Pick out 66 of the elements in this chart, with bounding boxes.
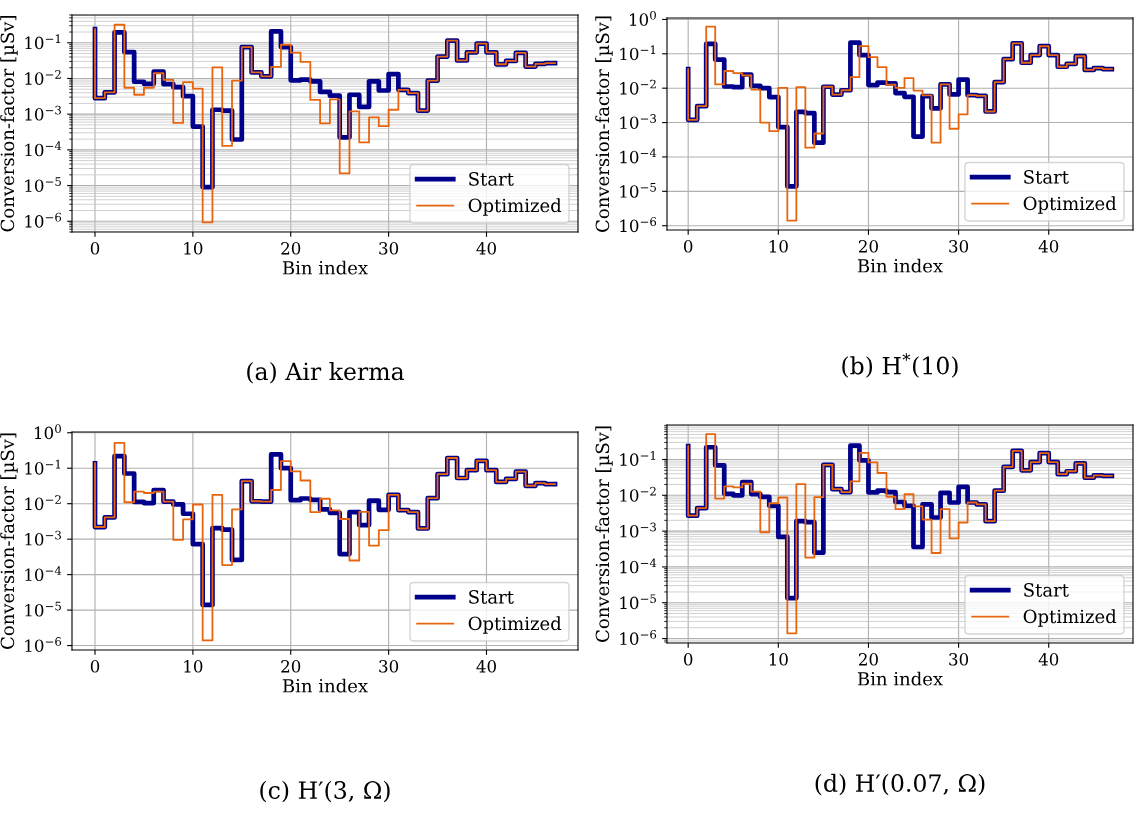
- x-tick-label: 40: [1038, 653, 1059, 666]
- text: (a) Air kerma: [247, 361, 405, 384]
- y-tick-label: 10$^{−6}$: [25, 637, 62, 653]
- y-tick-label: 10$^{−2}$: [25, 69, 61, 85]
- y-tick-label: 10$^{−6}$: [620, 630, 657, 645]
- x-tick-label: 10: [184, 660, 203, 673]
- y-tick-label: 10$^{−4}$: [25, 141, 62, 157]
- y-tick-label: 10$^{−2}$: [25, 495, 61, 511]
- x-tick-label: 20: [858, 653, 878, 666]
- y-tick-label: 10$^{−5}$: [620, 182, 656, 198]
- y-tick-label: 10$^{−1}$: [620, 451, 656, 466]
- legend-label: Start: [469, 590, 514, 604]
- y-tick-label: 10$^{−5}$: [25, 177, 61, 193]
- legend-label: Start: [1024, 583, 1069, 597]
- y-tick-label: 10$^{−3}$: [25, 105, 61, 121]
- legend-label: Optimized: [1023, 196, 1117, 214]
- x-axis-title: Bin index: [857, 258, 943, 273]
- y-tick-label: 10$^{−2}$: [620, 486, 656, 502]
- y-tick-label: 10$^{−6}$: [25, 212, 62, 228]
- x-tick-label: 0: [90, 660, 100, 673]
- legend-label: Optimized: [468, 616, 562, 634]
- y-tick-label: 10$^{−3}$: [620, 114, 656, 130]
- x-tick-label: 10: [769, 240, 788, 253]
- y-axis-title: Conversion-factor [µSv]: [0, 16, 18, 232]
- y-tick-label: 10$^{−6}$: [620, 217, 657, 233]
- y-tick-label: 10$^{−2}$: [620, 79, 656, 95]
- x-tick-label: 40: [476, 242, 496, 255]
- x-tick-label: 0: [90, 242, 100, 255]
- y-tick-label: 10$^{−1}$: [25, 34, 61, 50]
- text: (b) H$^{*}$(10): [842, 353, 958, 378]
- legend-label: Start: [469, 172, 514, 186]
- y-tick-label: 10$^{−1}$: [620, 45, 656, 61]
- x-tick-label: 30: [379, 660, 399, 673]
- y-tick-label: 10$^{−4}$: [620, 148, 657, 164]
- x-tick-label: 20: [281, 242, 301, 255]
- x-tick-label: 30: [949, 240, 969, 253]
- y-axis-title: Conversion-factor [µSv]: [595, 426, 613, 642]
- y-axis-title: Conversion-factor [µSv]: [0, 433, 18, 649]
- x-tick-label: 0: [683, 240, 693, 253]
- y-tick-label: 10$^{−5}$: [25, 601, 61, 617]
- x-tick-label: 40: [1038, 240, 1059, 253]
- x-tick-label: 30: [379, 242, 399, 255]
- y-tick-label: 10$^{−4}$: [25, 566, 62, 582]
- x-tick-label: 20: [281, 660, 301, 673]
- x-tick-label: 20: [858, 240, 878, 253]
- x-tick-label: 0: [683, 653, 693, 666]
- y-tick-label: 10$^{0}$: [629, 10, 656, 26]
- x-tick-label: 10: [184, 242, 203, 255]
- text: (c) H′(3, Ω): [260, 780, 390, 803]
- x-tick-label: 10: [769, 653, 788, 666]
- legend-label: Start: [1024, 170, 1069, 184]
- x-axis-title: Bin index: [282, 678, 368, 693]
- legend-label: Optimized: [1023, 609, 1117, 627]
- y-tick-label: 10$^{−3}$: [620, 522, 656, 538]
- x-tick-label: 30: [949, 653, 969, 666]
- y-tick-label: 10$^{−1}$: [25, 459, 61, 475]
- y-tick-label: 10$^{−4}$: [620, 558, 657, 574]
- x-axis-title: Bin index: [282, 260, 368, 275]
- y-tick-label: 10$^{−5}$: [620, 594, 656, 610]
- x-tick-label: 40: [476, 660, 496, 673]
- x-axis-title: Bin index: [857, 671, 943, 686]
- y-tick-label: 10$^{−3}$: [25, 530, 61, 546]
- y-tick-label: 10$^{0}$: [34, 424, 61, 440]
- text: (d) H′(0.07, Ω): [815, 773, 985, 796]
- y-axis-title: Conversion-factor [µSv]: [595, 16, 613, 232]
- legend-label: Optimized: [468, 198, 562, 216]
